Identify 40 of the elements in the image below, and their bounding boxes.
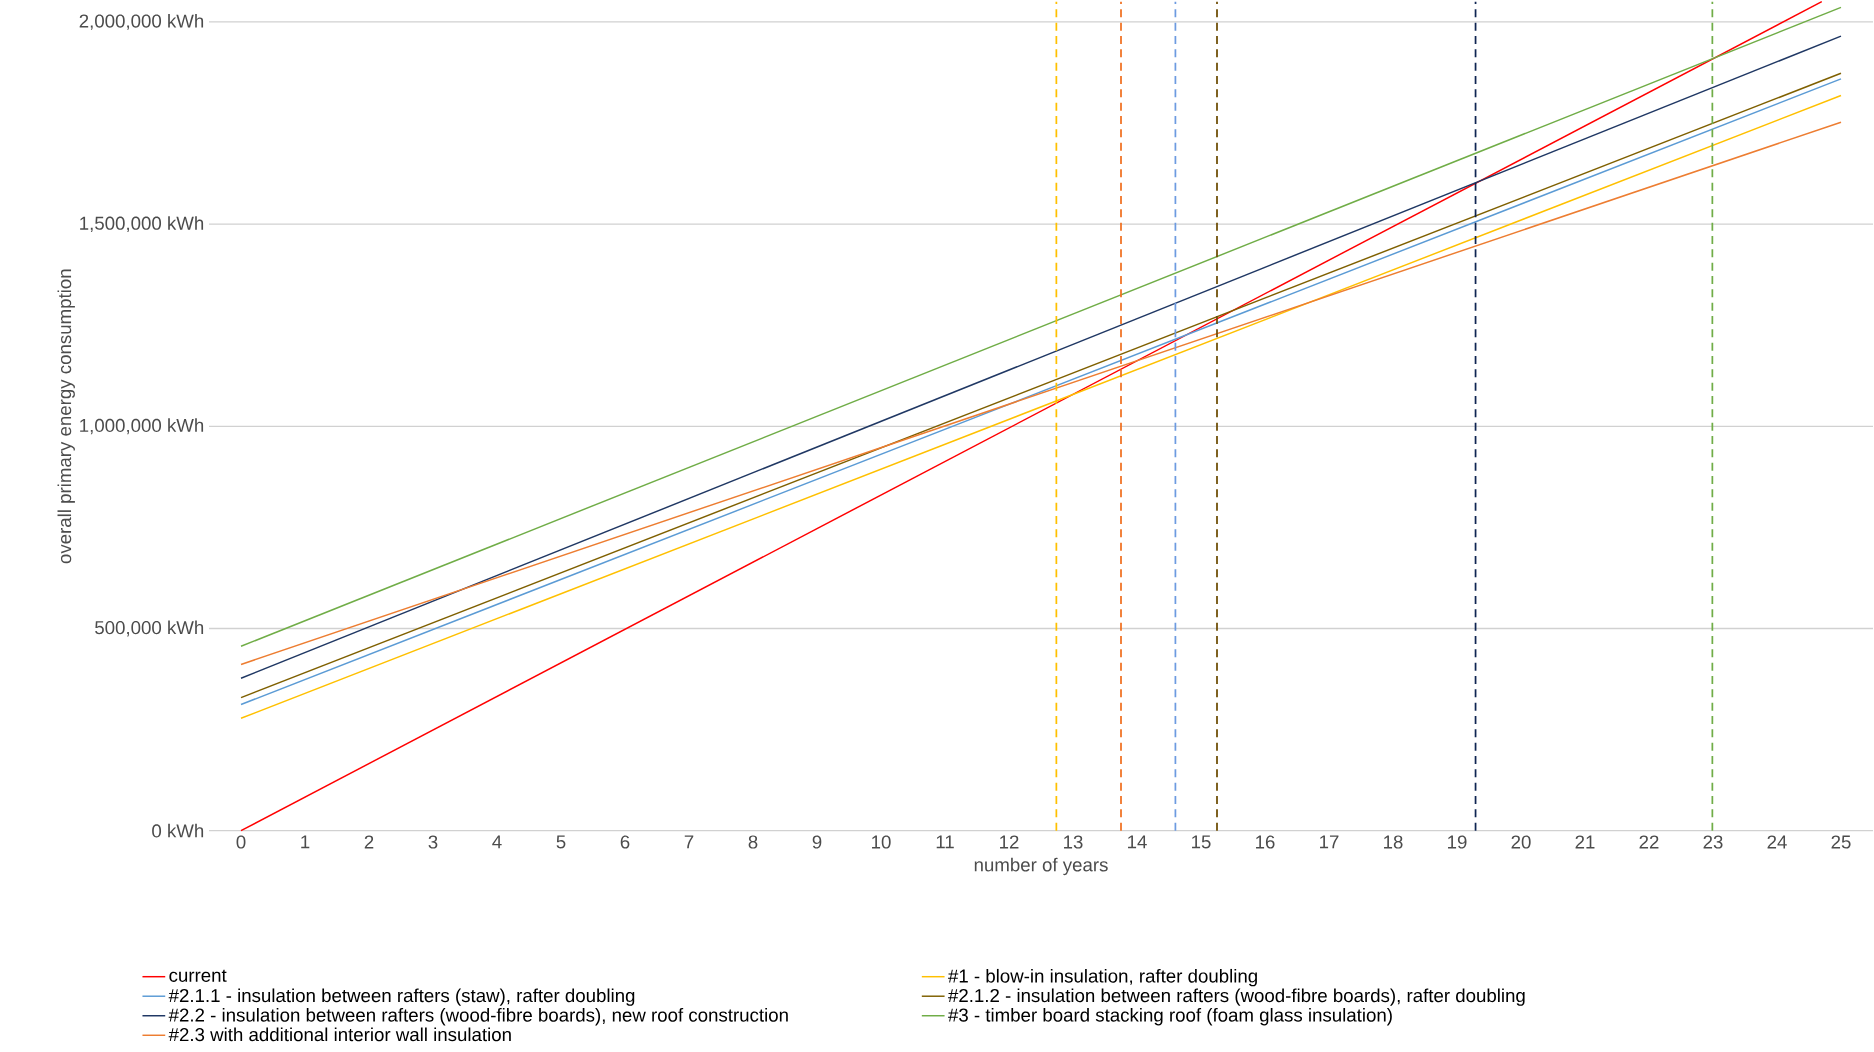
legend-label: current	[169, 969, 227, 982]
y-tick-label: 500,000 kWh	[95, 620, 204, 637]
x-tick-label: 2	[364, 835, 374, 849]
x-tick-label: 20	[1511, 835, 1531, 849]
legend-label: #2.2 - insulation between rafters (wood-fibre boards), new roof construction	[168, 1007, 788, 1026]
legend-label: #2.1.2 - insulation between rafters (wood-fibre boards), rafter doubling	[948, 988, 1525, 1006]
x-tick-label: 1	[301, 835, 310, 849]
x-tick-label: 18	[1384, 835, 1403, 849]
x-tick-label: 6	[620, 835, 630, 849]
x-tick-label: 14	[1128, 835, 1147, 849]
y-tick-label: 1,000,000 kWh	[80, 418, 204, 435]
legend-label: #1 - blow-in insulation, rafter doubling	[948, 968, 1257, 987]
y-tick-label: 2,000,000 kWh	[79, 13, 204, 30]
x-tick-label: 25	[1831, 835, 1851, 849]
x-tick-label: 7	[684, 835, 694, 849]
y-axis-title: overall primary energy consumption	[57, 269, 75, 564]
x-tick-label: 17	[1320, 835, 1339, 849]
x-tick-label: 0	[236, 835, 246, 849]
x-tick-label: 9	[812, 835, 822, 849]
legend-label: #2.1.1 - insulation between rafters (staw), rafter doubling	[168, 988, 635, 1006]
x-tick-label: 10	[872, 835, 891, 849]
x-tick-label: 21	[1575, 835, 1595, 849]
x-tick-label: 23	[1703, 835, 1723, 849]
legend-label: #3 - timber board stacking roof (foam glass insulation)	[948, 1007, 1392, 1026]
x-tick-label: 12	[1000, 835, 1019, 849]
x-tick-label: 11	[936, 835, 954, 849]
x-tick-label: 19	[1448, 835, 1467, 849]
y-tick-label: 0 kWh	[152, 823, 204, 838]
x-tick-label: 22	[1639, 835, 1659, 849]
y-tick-label: 1,500,000 kWh	[80, 216, 204, 233]
x-tick-label: 4	[492, 835, 502, 849]
x-axis-title: number of years	[974, 857, 1108, 876]
x-tick-label: 13	[1064, 835, 1083, 849]
legend-label: #2.3 with additional interior wall insulation	[168, 1027, 511, 1042]
x-tick-label: 24	[1767, 835, 1787, 849]
x-tick-label: 16	[1256, 835, 1275, 849]
x-tick-label: 5	[556, 835, 566, 849]
x-tick-label: 3	[428, 835, 438, 849]
x-tick-label: 15	[1192, 835, 1211, 849]
x-tick-label: 8	[748, 835, 758, 849]
